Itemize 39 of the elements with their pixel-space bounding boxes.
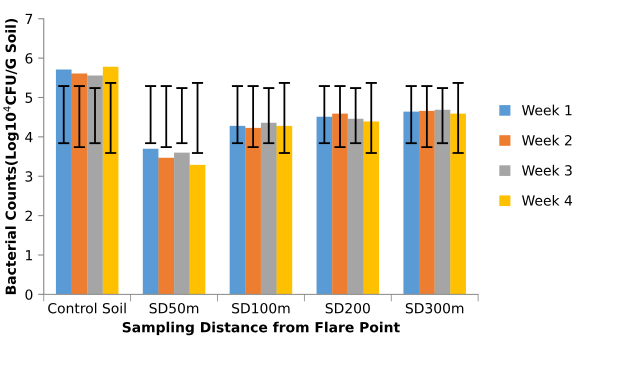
bar bbox=[419, 110, 435, 294]
y-tick-label: 7 bbox=[26, 14, 32, 24]
x-tick-label: SD50m bbox=[150, 302, 198, 314]
bar bbox=[190, 164, 206, 294]
x-tick-label: SD300m bbox=[406, 302, 464, 314]
x-axis-title: Sampling Distance from Flare Point bbox=[122, 322, 400, 336]
legend-label: Week 4 bbox=[522, 195, 572, 206]
bar bbox=[230, 126, 246, 294]
bar bbox=[403, 112, 420, 294]
legend-label: Week 3 bbox=[522, 164, 572, 176]
bar bbox=[142, 148, 158, 294]
x-tick-label: SD200 bbox=[326, 302, 370, 314]
bar bbox=[363, 122, 380, 294]
legend-label: Week 2 bbox=[522, 134, 572, 146]
bar bbox=[102, 66, 118, 294]
bar bbox=[72, 73, 88, 294]
y-tick-label: 1 bbox=[26, 250, 32, 260]
y-tick-label: 3 bbox=[26, 171, 32, 182]
bar bbox=[158, 158, 174, 294]
y-tick-label: 5 bbox=[26, 92, 32, 103]
bar bbox=[434, 110, 450, 294]
x-tick-label: Control Soil bbox=[48, 302, 126, 314]
bar bbox=[276, 126, 292, 294]
y-tick-label: 2 bbox=[26, 210, 32, 221]
bar bbox=[450, 114, 466, 294]
bar bbox=[332, 114, 348, 294]
y-tick-label: 0 bbox=[25, 289, 32, 300]
x-tick-label: SD100m bbox=[232, 302, 290, 314]
bar bbox=[87, 75, 103, 294]
legend-label: Week 1 bbox=[522, 104, 572, 116]
bar bbox=[245, 128, 261, 294]
bar bbox=[260, 122, 277, 294]
bar bbox=[316, 116, 332, 294]
y-tick-label: 6 bbox=[25, 53, 32, 64]
bar bbox=[348, 118, 364, 294]
y-axis-title: Bacterial Counts(Log10$^{4}$CFU/G Soil) bbox=[3, 18, 19, 294]
bar bbox=[174, 152, 190, 294]
y-tick-label: 4 bbox=[25, 132, 33, 142]
bar bbox=[56, 70, 72, 294]
